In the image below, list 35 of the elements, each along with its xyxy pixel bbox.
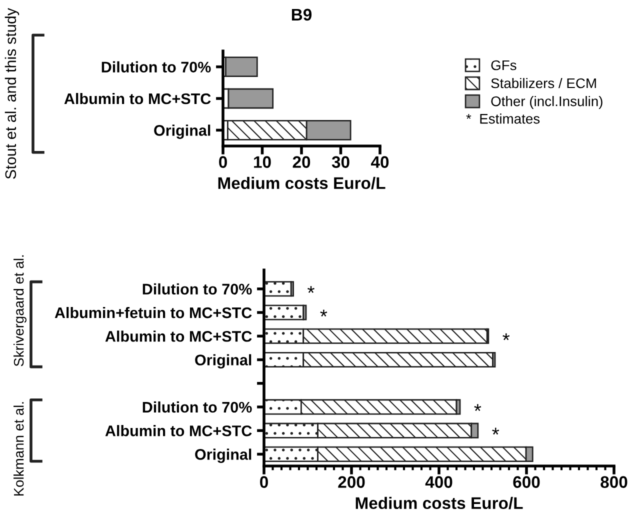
x-tick-label: 200 (338, 476, 365, 488)
y-tick-label: Original (195, 354, 252, 369)
y-tick-label: Albumin+fetuin to MC+STC (54, 306, 252, 318)
chart-title: B9 (292, 8, 312, 21)
y-tick-label: Original (195, 448, 252, 463)
text: Skrivergaard et al. (14, 255, 26, 366)
x-tick-label: 20 (292, 156, 310, 168)
legend-label: Other (incl.Insulin) (491, 96, 602, 109)
x-tick-label: 0 (260, 476, 268, 488)
data-label: * (474, 404, 482, 411)
legend-label: GFs (491, 60, 516, 70)
text: * Estimates (466, 114, 540, 124)
x-tick-label: 30 (332, 156, 350, 168)
x-axis-title: Medium costs Euro/L (218, 176, 386, 190)
y-tick-label: Original (154, 124, 210, 139)
text: Kolkmann et al. (14, 402, 24, 496)
data-label: * (502, 333, 510, 340)
text: Stout et al. and this study (4, 8, 20, 179)
y-tick-label: Dilution to 70% (102, 61, 211, 73)
y-tick-label: Albumin to MC+STC (105, 425, 252, 436)
x-tick-label: 400 (425, 476, 452, 488)
x-tick-label: 600 (513, 476, 540, 488)
x-axis-title: Medium costs Euro/L (356, 496, 523, 510)
x-tick-label: 10 (254, 156, 271, 168)
x-tick-label: 40 (370, 156, 389, 168)
x-tick-label: 800 (600, 476, 628, 488)
y-tick-label: Albumin to MC+STC (64, 92, 211, 104)
x-tick-label: 0 (219, 156, 227, 168)
y-tick-label: Albumin to MC+STC (105, 330, 252, 342)
data-label: * (320, 310, 328, 317)
data-label: * (308, 286, 314, 293)
data-label: * (492, 428, 500, 435)
legend-label: Stabilizers / ECM (491, 78, 596, 88)
y-tick-label: Dilution to 70% (142, 283, 252, 295)
y-tick-label: Dilution to 70% (142, 401, 252, 413)
